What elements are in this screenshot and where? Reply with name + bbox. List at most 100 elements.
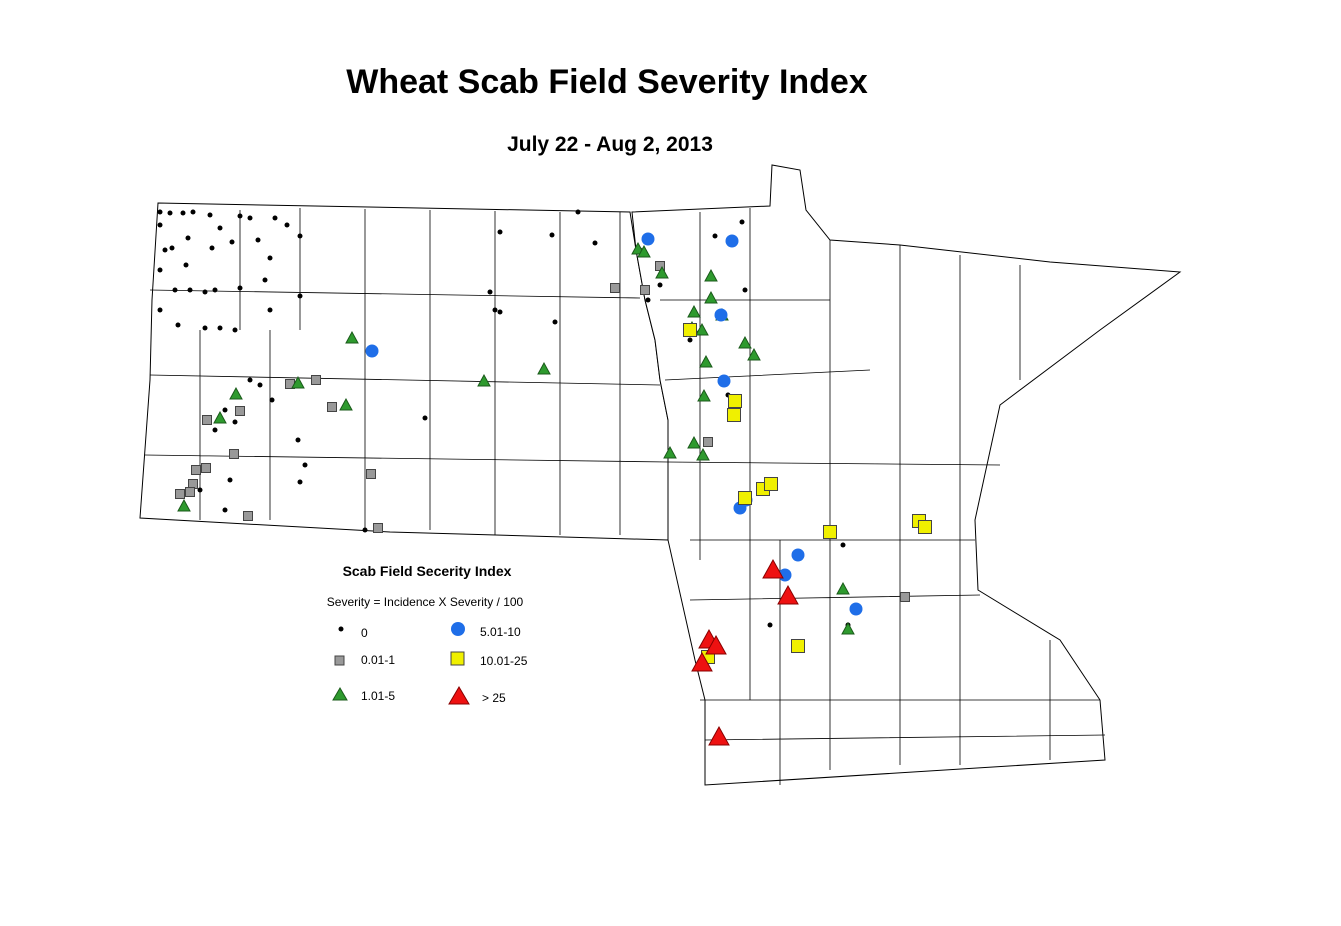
survey-point — [691, 651, 713, 672]
survey-point — [169, 245, 175, 251]
survey-point — [687, 337, 693, 343]
survey-point — [191, 465, 201, 475]
survey-point — [697, 388, 711, 402]
survey-point — [297, 293, 303, 299]
survey-point — [180, 210, 186, 216]
survey-point — [655, 265, 669, 279]
survey-point — [487, 289, 493, 295]
survey-point — [213, 410, 227, 424]
survey-point — [237, 213, 243, 219]
survey-point — [645, 297, 651, 303]
survey-point — [295, 437, 301, 443]
survey-point — [717, 374, 731, 388]
survey-point — [237, 285, 243, 291]
survey-point — [592, 240, 598, 246]
survey-point — [704, 268, 718, 282]
survey-point — [537, 361, 551, 375]
survey-point — [747, 347, 761, 361]
survey-point — [637, 244, 651, 258]
survey-point — [366, 469, 376, 479]
legend: Scab Field Secerity Index Severity = Inc… — [327, 563, 528, 705]
survey-point — [345, 330, 359, 344]
survey-point — [267, 255, 273, 261]
survey-point — [373, 523, 383, 533]
survey-point — [725, 234, 739, 248]
survey-point — [247, 377, 253, 383]
county-line — [660, 208, 1106, 785]
survey-point — [640, 285, 650, 295]
survey-point — [841, 621, 855, 635]
survey-point — [190, 209, 196, 215]
legend-formula: Severity = Incidence X Severity / 100 — [327, 595, 524, 609]
survey-point — [207, 212, 213, 218]
survey-point — [162, 247, 168, 253]
survey-point — [212, 427, 218, 433]
survey-point — [212, 287, 218, 293]
survey-point — [918, 520, 932, 534]
minnesota — [631, 164, 1182, 786]
survey-point — [365, 344, 379, 358]
legend-symbol — [338, 626, 344, 632]
legend-label: 0 — [361, 626, 368, 640]
survey-point — [202, 289, 208, 295]
survey-point — [257, 382, 263, 388]
survey-point — [422, 415, 428, 421]
survey-point — [185, 235, 191, 241]
survey-point — [362, 527, 368, 533]
survey-point — [641, 232, 655, 246]
survey-point — [297, 233, 303, 239]
survey-point — [229, 239, 235, 245]
survey-point — [235, 406, 245, 416]
survey-point — [297, 479, 303, 485]
survey-point — [339, 397, 353, 411]
legend-label: 0.01-1 — [361, 653, 395, 667]
survey-point — [172, 287, 178, 293]
survey-point — [497, 309, 503, 315]
survey-point — [262, 277, 268, 283]
map-subtitle: July 22 - Aug 2, 2013 — [507, 133, 713, 156]
survey-point — [157, 222, 163, 228]
survey-point — [209, 245, 215, 251]
survey-point — [840, 542, 846, 548]
survey-point — [742, 287, 748, 293]
survey-point — [187, 287, 193, 293]
survey-point — [232, 419, 238, 425]
survey-point — [687, 304, 701, 318]
survey-point — [687, 435, 701, 449]
map-title: Wheat Scab Field Severity Index — [346, 63, 868, 101]
survey-point — [177, 498, 191, 512]
survey-point — [311, 375, 321, 385]
survey-point — [217, 225, 223, 231]
survey-point — [657, 282, 663, 288]
survey-point — [327, 402, 337, 412]
survey-point — [836, 581, 850, 595]
survey-point — [823, 525, 837, 539]
survey-point — [222, 407, 228, 413]
survey-point — [272, 215, 278, 221]
survey-point — [575, 209, 581, 215]
survey-point — [255, 237, 261, 243]
legend-symbol — [448, 686, 470, 705]
survey-point — [247, 215, 253, 221]
survey-point — [284, 222, 290, 228]
legend-label: 10.01-25 — [480, 654, 528, 668]
survey-point — [222, 507, 228, 513]
survey-point — [739, 219, 745, 225]
survey-point — [703, 437, 713, 447]
survey-point — [727, 408, 741, 422]
survey-point — [791, 548, 805, 562]
legend-label: > 25 — [482, 691, 506, 705]
survey-point — [492, 307, 498, 313]
survey-point — [291, 375, 305, 389]
survey-point — [267, 307, 273, 313]
survey-point — [762, 558, 784, 579]
survey-point — [302, 462, 308, 468]
survey-point — [197, 487, 203, 493]
survey-point — [217, 325, 223, 331]
survey-point — [229, 449, 239, 459]
survey-point — [777, 584, 799, 605]
survey-point — [705, 634, 727, 655]
legend-symbol — [334, 655, 345, 666]
